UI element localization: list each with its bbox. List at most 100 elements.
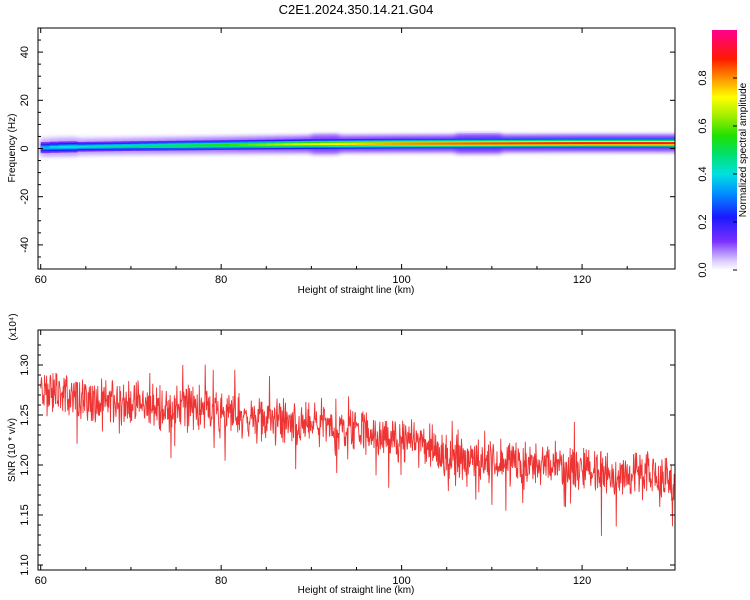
spectrogram-x-tick-label: 60	[35, 274, 47, 286]
spectrogram-cell	[58, 145, 69, 149]
spectrogram-cell	[158, 144, 168, 147]
spectrogram-x-tick-label: 100	[392, 274, 410, 286]
spectrogram-cell	[446, 142, 457, 145]
spectrogram-cell	[139, 144, 150, 148]
snr-x-tick-label: 60	[35, 575, 47, 587]
spectrogram-cell	[518, 142, 529, 145]
snr-x-tick-label: 80	[215, 575, 227, 587]
spectrogram-cell	[311, 143, 322, 146]
spectrogram-cell	[194, 144, 204, 147]
spectrogram-cell	[284, 143, 294, 146]
spectrogram-cell	[663, 142, 673, 145]
colorbar-tick-label: 0.2	[697, 214, 709, 229]
spectrogram-cell	[40, 146, 51, 149]
spectrogram-y-tick-label: -40	[19, 237, 31, 253]
spectrogram-cell	[527, 142, 538, 145]
spectrogram-cell	[329, 142, 340, 146]
colorbar-tick-label: 0.0	[697, 262, 709, 277]
spectrogram-cell	[148, 144, 159, 147]
spectrogram-cell	[121, 145, 132, 148]
spectrogram-cell	[239, 143, 249, 146]
snr-frame	[37, 329, 676, 571]
spectrogram-y-axis-label: Frequency (Hz)	[7, 114, 18, 183]
spectrogram-cell	[176, 144, 186, 147]
colorbar-tick-label: 0.4	[697, 166, 709, 181]
snr-y-axis-label: SNR (10 * v/v)	[7, 418, 18, 482]
snr-x-axis-label: Height of straight line (km)	[298, 585, 415, 596]
spectrogram-cell	[67, 145, 78, 149]
spectrogram-cell	[130, 144, 141, 148]
snr-plot-area	[40, 364, 675, 536]
spectrogram-cell	[609, 142, 619, 145]
snr-ticks: 60 80 100 120 1.10 1.15 1.20 1.25 1.30	[19, 330, 675, 587]
spectrogram-cell	[293, 143, 303, 146]
colorbar: 0.0 0.2 0.4 0.6 0.8 Normalized spectral ampl…	[697, 30, 749, 278]
colorbar-label: Normalized spectral amplitude	[738, 82, 749, 217]
spectrogram-cell	[564, 142, 574, 145]
snr-series-line	[40, 364, 675, 536]
spectrogram-cell	[473, 142, 484, 145]
snr-y-tick-label: 1.10	[19, 554, 31, 575]
spectrogram-cell	[85, 145, 96, 148]
spectrogram-cell	[654, 142, 664, 145]
snr-y-multiplier: (x10⁴)	[8, 313, 19, 340]
spectrogram-cell	[248, 143, 258, 146]
spectrogram-x-tick-label: 120	[573, 274, 591, 286]
spectrogram-cell	[672, 142, 675, 145]
spectrogram-panel: 60 80 100 120 -40 -20 0 20 40 Height of straight…	[7, 27, 676, 296]
spectrogram-cell	[302, 143, 312, 146]
spectrogram-cell	[320, 143, 331, 146]
spectrogram-cell	[167, 144, 177, 147]
snr-y-tick-label: 1.15	[19, 504, 31, 525]
spectrogram-cell	[509, 142, 520, 145]
snr-y-tick-label: 1.20	[19, 454, 31, 475]
spectrogram-cell	[257, 143, 267, 146]
chart-title: C2E1.2024.350.14.21.G04	[279, 2, 434, 17]
snr-panel: 60 80 100 120 1.10 1.15 1.20 1.25 1.30 Height of…	[7, 313, 676, 596]
spectrogram-cell	[76, 145, 87, 148]
spectrogram-plot-area	[40, 133, 675, 158]
spectrogram-cell	[536, 142, 547, 145]
spectrogram-cell	[500, 142, 511, 145]
spectrogram-cell	[464, 142, 475, 145]
snr-x-tick-label: 120	[573, 575, 591, 587]
spectrogram-cell	[275, 143, 285, 146]
snr-y-tick-label: 1.25	[19, 404, 31, 425]
spectrogram-ticks: 60 80 100 120 -40 -20 0 20 40	[19, 28, 675, 286]
colorbar-gradient	[712, 30, 737, 270]
spectrogram-y-tick-label: 40	[19, 46, 31, 58]
spectrogram-cell	[401, 142, 412, 145]
spectrogram-y-tick-label: 20	[19, 94, 31, 106]
spectrogram-cell	[338, 142, 349, 146]
spectrogram-cell	[392, 142, 403, 145]
spectrogram-cell	[428, 142, 439, 145]
spectrogram-cell	[230, 143, 240, 147]
colorbar-tick-label: 0.8	[697, 70, 709, 85]
spectrogram-cell	[103, 145, 114, 148]
spectrogram-cell	[491, 142, 502, 145]
spectrogram-cell	[410, 142, 421, 145]
spectrogram-cell	[49, 145, 60, 149]
spectrogram-cell	[455, 142, 466, 145]
spectrogram-cell	[212, 144, 222, 147]
spectrogram-cell	[266, 143, 276, 146]
spectrogram-cell	[419, 142, 430, 145]
snr-y-tick-label: 1.30	[19, 354, 31, 375]
spectrogram-cell	[365, 142, 376, 145]
spectrogram-cell	[383, 142, 394, 145]
colorbar-tick-label: 0.6	[697, 118, 709, 133]
spectrogram-cell	[591, 142, 601, 145]
spectrogram-cell	[618, 142, 628, 145]
spectrogram-cell	[645, 142, 655, 145]
spectrogram-cell	[554, 142, 565, 145]
spectrogram-cell	[374, 142, 385, 145]
spectrogram-cell	[627, 142, 637, 145]
spectrogram-cell	[545, 142, 556, 145]
spectrogram-cell	[437, 142, 448, 145]
spectrogram-ridge-core-group	[40, 142, 675, 149]
spectrogram-cell	[185, 144, 195, 147]
snr-x-tick-label: 100	[392, 575, 410, 587]
colorbar-ticks: 0.0 0.2 0.4 0.6 0.8	[697, 70, 737, 278]
spectrogram-x-tick-label: 80	[215, 274, 227, 286]
